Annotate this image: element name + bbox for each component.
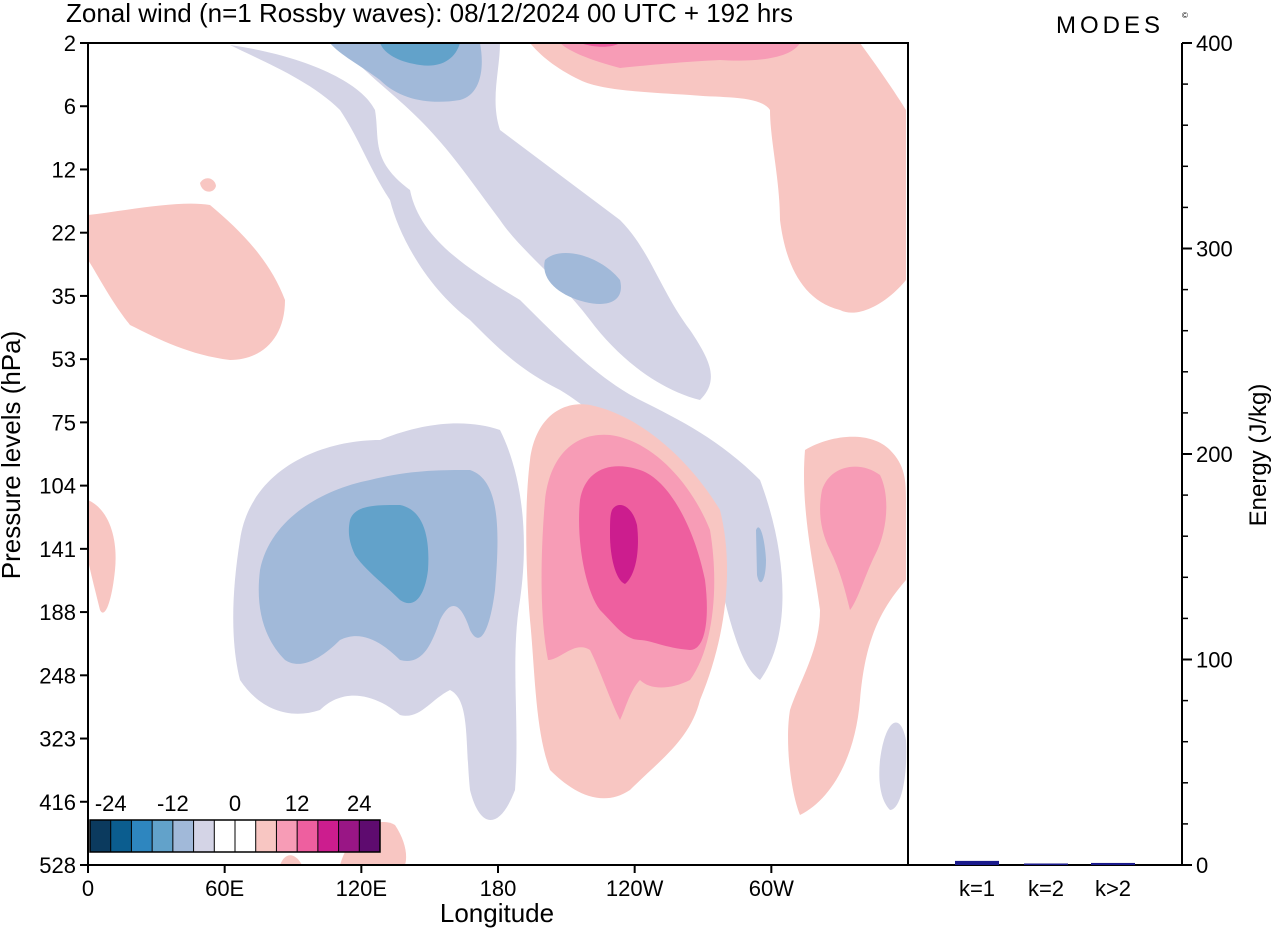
x-tick-label: 60E (205, 876, 244, 901)
x-tick-label: 60W (749, 876, 794, 901)
energy-category-label: k>2 (1095, 876, 1131, 901)
y-tick-label: 6 (64, 94, 76, 119)
energy-tick-label: 0 (1196, 853, 1208, 878)
pressure-axis: 2 6 12 22 35 53 75 104 141 188 248 323 416 528 (39, 31, 88, 878)
energy-bar (955, 860, 999, 865)
contour-neg2-right (756, 527, 766, 583)
y-axis-label: Pressure levels (hPa) (0, 331, 26, 580)
colorbar: -24 -12 0 12 24 (89, 791, 381, 853)
colorbar-label: 24 (347, 791, 371, 816)
energy-tick-label: 200 (1196, 442, 1233, 467)
contour-pos2-top (560, 43, 800, 68)
y-tick-label: 323 (39, 727, 76, 752)
contour-neg3-top (380, 43, 460, 66)
colorbar-label: 12 (285, 791, 309, 816)
x-tick-label: 120W (606, 876, 664, 901)
x-tick-label: 120E (336, 876, 387, 901)
colorbar-swatch (214, 820, 236, 852)
y-tick-label: 35 (52, 284, 76, 309)
colorbar-swatch (235, 820, 257, 852)
y-tick-label: 75 (52, 410, 76, 435)
x-tick-label: 0 (82, 876, 94, 901)
colorbar-swatch (359, 820, 381, 852)
colorbar-swatch (131, 820, 153, 852)
contour-neg1-right (879, 722, 907, 810)
y-tick-label: 188 (39, 600, 76, 625)
colorbar-swatch (255, 820, 277, 852)
colorbar-swatch (338, 820, 360, 852)
energy-bar (1024, 863, 1068, 865)
contour-neg3-lower (348, 505, 429, 604)
colorbar-label: -24 (95, 791, 127, 816)
colorbar-label: 0 (229, 791, 241, 816)
energy-category-label: k=2 (1028, 876, 1064, 901)
brand-mark: © (1182, 11, 1188, 20)
y-tick-label: 141 (39, 537, 76, 562)
colorbar-swatch (172, 820, 195, 852)
contour-pos1-leftedge (88, 500, 116, 613)
brand-logo: MODES (1056, 12, 1164, 39)
contour-pos1-dot (200, 178, 216, 192)
y-tick-label: 104 (39, 474, 76, 499)
contour-field (87, 42, 909, 866)
energy-bar (1091, 862, 1135, 865)
energy-tick-label: 400 (1196, 31, 1233, 56)
y-tick-label: 2 (64, 31, 76, 56)
colorbar-swatch (152, 820, 174, 852)
contour-pos4-core (610, 505, 638, 584)
x-axis-label: Longitude (440, 898, 554, 928)
energy-tick-label: 100 (1196, 648, 1233, 673)
energy-tick-label: 300 (1196, 237, 1233, 262)
y-tick-label: 53 (52, 347, 76, 372)
contour-pos1-bottom2 (280, 855, 302, 865)
colorbar-label: -12 (157, 791, 189, 816)
colorbar-swatch (110, 820, 132, 852)
colorbar-swatch (297, 820, 319, 852)
energy-category-label: k=1 (959, 876, 995, 901)
y-tick-label: 22 (52, 221, 76, 246)
y-tick-label: 12 (52, 157, 76, 182)
colorbar-swatch (276, 820, 298, 852)
y-tick-label: 528 (39, 853, 76, 878)
y-tick-label: 416 (39, 790, 76, 815)
contour-neg1-upper (340, 43, 711, 400)
contour-pos2-right (820, 466, 887, 610)
x-tick-label: 180 (480, 876, 517, 901)
colorbar-swatch (317, 820, 340, 852)
energy-bar-panel: 0 100 200 300 400 k=1 k=2 k>2 (908, 31, 1233, 901)
longitude-axis: 0 60E 120E 180 120W 60W (82, 865, 794, 901)
contour-pos3-center (579, 466, 707, 650)
chart-title: Zonal wind (n=1 Rossby waves): 08/12/202… (66, 0, 793, 28)
contour-pos1-topright (530, 43, 906, 313)
contour-neg2-mid (544, 252, 621, 304)
contour-pos1-left (88, 203, 285, 360)
colorbar-swatch (193, 820, 215, 852)
colorbar-swatch (90, 820, 112, 852)
energy-axis-label: Energy (J/kg) (1245, 384, 1272, 527)
y-tick-label: 248 (39, 663, 76, 688)
